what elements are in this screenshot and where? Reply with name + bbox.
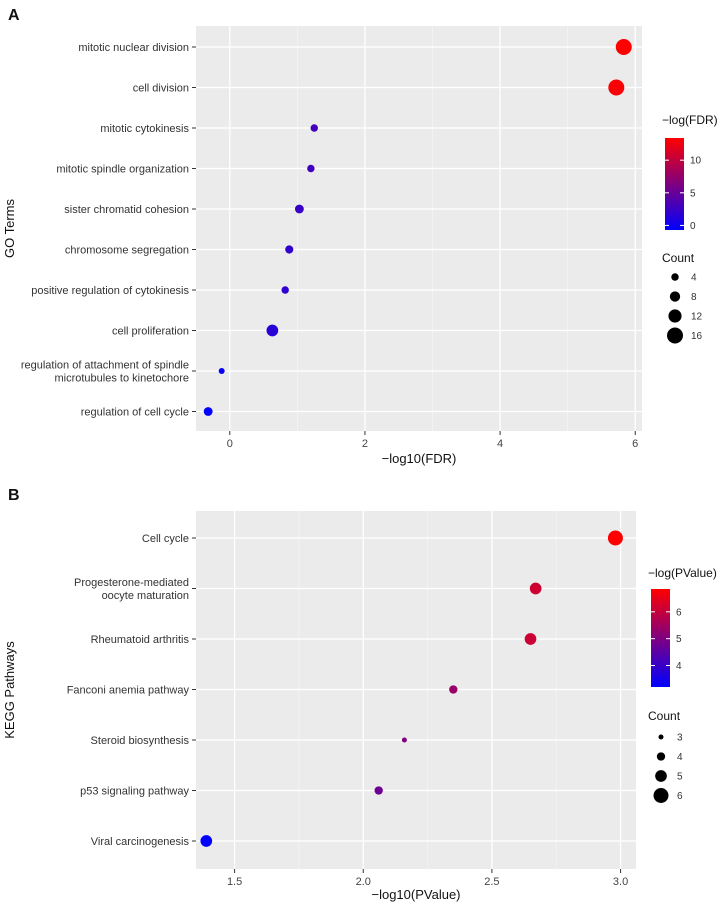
size-legend-dot [667, 327, 683, 344]
category-label: Cell cycle [142, 533, 189, 545]
size-legend-label: 4 [691, 273, 697, 284]
category-label: Viral carcinogenesis [91, 836, 190, 848]
x-tick-label: 4 [497, 438, 503, 450]
size-legend-label: 16 [691, 331, 703, 342]
x-tick-label: 0 [227, 438, 233, 450]
x-tick-label: 2.0 [356, 876, 371, 888]
category-label: regulation of attachment of spindle micro… [21, 360, 189, 385]
category-label: regulation of cell cycle [81, 407, 189, 419]
size-legend-label: 12 [691, 312, 703, 323]
category-label: cell division [133, 83, 189, 95]
plot-panel [196, 26, 642, 431]
data-point [285, 245, 294, 254]
category-label: chromosome segregation [65, 245, 189, 257]
category-label: mitotic cytokinesis [100, 123, 189, 135]
size-legend-label: 6 [677, 791, 683, 802]
data-point [524, 633, 537, 645]
data-point [200, 835, 213, 847]
data-point [281, 286, 289, 294]
x-tick-label: 2 [362, 438, 368, 450]
x-tick-label: 6 [632, 438, 638, 450]
data-point [374, 786, 383, 795]
color-legend-label: 4 [676, 661, 682, 672]
size-legend-title: Count [648, 709, 681, 723]
color-legend-title: −log(FDR) [662, 113, 718, 127]
category-label: mitotic spindle organization [56, 164, 189, 176]
size-legend-dot [669, 291, 681, 302]
data-point [218, 368, 225, 374]
size-legend-dot [656, 752, 666, 761]
category-label: Rheumatoid arthritis [91, 634, 190, 646]
x-tick-label: 3.0 [613, 876, 628, 888]
color-legend-label: 5 [676, 634, 682, 645]
data-point [529, 582, 542, 595]
category-label: Fanconi anemia pathway [67, 685, 190, 697]
color-legend-label: 6 [676, 607, 682, 618]
y-axis-title: GO Terms [2, 199, 17, 258]
data-point [310, 124, 318, 132]
data-point [608, 79, 625, 96]
category-label: p53 signaling pathway [80, 786, 189, 798]
color-legend-bar [665, 138, 684, 230]
size-legend-label: 4 [677, 752, 683, 763]
category-label: mitotic nuclear division [78, 42, 189, 54]
size-legend-dot [671, 273, 679, 281]
x-tick-label: 2.5 [484, 876, 499, 888]
size-legend-dot [668, 309, 682, 323]
data-point [615, 39, 632, 55]
data-point [607, 530, 623, 546]
data-point [266, 324, 279, 337]
size-legend-label: 3 [677, 733, 683, 744]
panel-letter: A [8, 7, 20, 24]
y-axis-title: KEGG Pathways [2, 641, 17, 739]
size-legend-label: 8 [691, 292, 697, 303]
category-label: cell proliferation [112, 326, 189, 338]
panel-letter: B [8, 487, 20, 504]
x-axis-title: −log10(FDR) [382, 451, 457, 466]
color-legend-title: −log(PValue) [648, 566, 717, 580]
data-point [294, 204, 304, 214]
x-axis-title: −log10(PValue) [371, 887, 460, 902]
size-legend-label: 5 [677, 772, 683, 783]
data-point [401, 737, 407, 743]
size-legend-title: Count [662, 251, 695, 265]
size-legend-dot [658, 734, 664, 740]
color-legend-label: 0 [690, 221, 696, 232]
x-tick-label: 1.5 [227, 876, 242, 888]
category-label: sister chromatid cohesion [64, 204, 189, 216]
category-label: positive regulation of cytokinesis [31, 285, 189, 297]
color-legend-label: 5 [690, 188, 696, 199]
color-legend-bar [651, 589, 670, 687]
color-legend-label: 10 [690, 156, 702, 167]
data-point [307, 164, 315, 173]
size-legend-dot [653, 788, 669, 803]
category-label: Steroid biosynthesis [91, 735, 190, 747]
data-point [449, 685, 458, 694]
category-label: Progesterone-mediated oocyte maturation [74, 577, 189, 602]
data-point [203, 407, 213, 416]
size-legend-dot [655, 770, 667, 782]
